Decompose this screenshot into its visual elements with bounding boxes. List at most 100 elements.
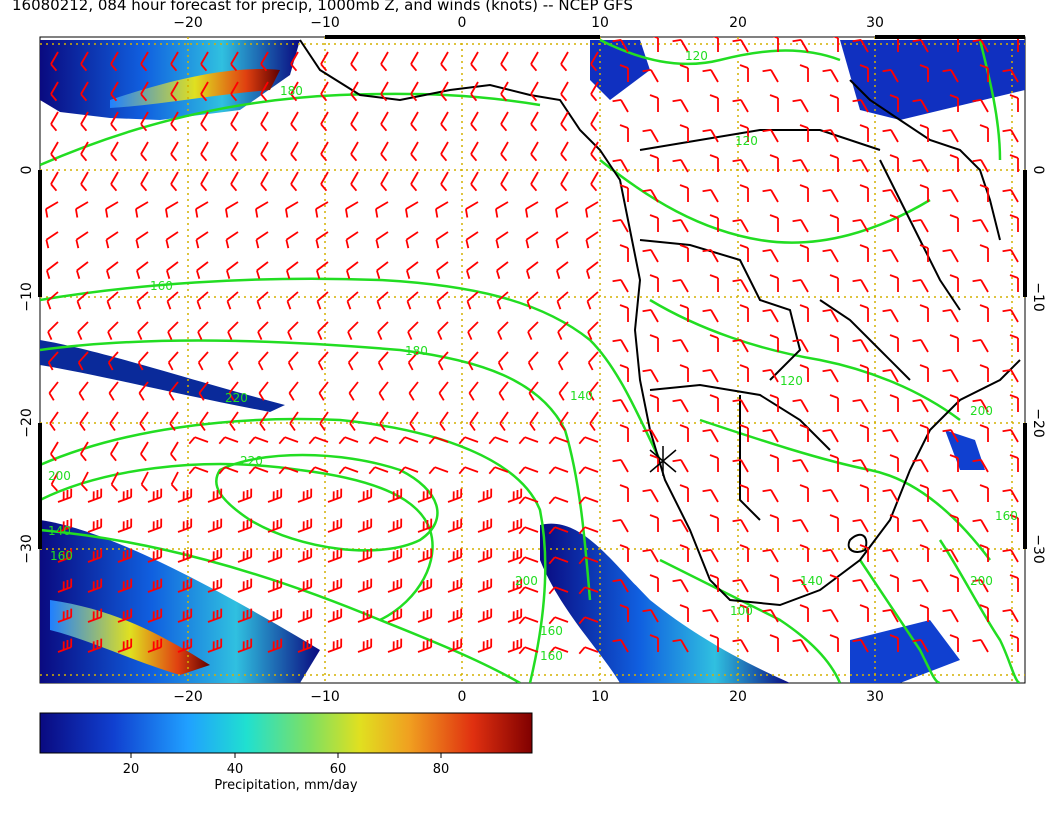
wind-barb — [762, 128, 779, 143]
wind-barb — [278, 436, 299, 445]
wind-barb — [587, 351, 599, 371]
wind-barb — [912, 518, 929, 533]
wind-barb — [829, 514, 839, 532]
wind-barb — [260, 111, 269, 132]
wind-barb — [518, 526, 539, 535]
wind-barb — [518, 616, 539, 625]
wind-barb — [50, 441, 59, 462]
wind-barb — [140, 471, 149, 492]
wind-barb — [590, 51, 599, 72]
wind-barb — [80, 141, 89, 162]
wind-barb — [387, 608, 403, 623]
wind-barb — [530, 111, 539, 132]
wind-barb — [349, 411, 359, 432]
wind-barb — [256, 261, 269, 279]
wind-barb — [496, 291, 509, 310]
colorbar: 20 40 60 80 Precipitation, mm/day — [39, 712, 533, 793]
wind-barb — [76, 261, 89, 279]
wind-barb — [237, 548, 253, 563]
wind-barb — [137, 321, 149, 341]
wind-barb — [297, 518, 313, 533]
wind-barb — [387, 578, 403, 593]
wind-barb — [77, 321, 89, 341]
wind-barb — [529, 411, 539, 432]
wind-barb — [792, 278, 809, 293]
wind-barb — [642, 128, 659, 143]
wind-barb — [942, 428, 959, 443]
wind-barb — [477, 608, 493, 623]
wind-barb — [799, 544, 809, 562]
wind-barb — [188, 436, 209, 445]
wind-barb — [136, 261, 149, 279]
wind-barb — [147, 488, 163, 503]
wind-barb — [1009, 154, 1019, 172]
wind-barb — [447, 638, 463, 653]
wind-barb — [972, 578, 989, 593]
wind-barb — [560, 141, 569, 162]
wind-barb — [949, 394, 959, 412]
wind-barb — [949, 94, 959, 112]
wind-barb — [642, 248, 659, 263]
wind-barb — [949, 454, 959, 472]
wind-barb — [702, 248, 719, 263]
wind-barb — [267, 548, 283, 563]
wind-barb — [107, 321, 119, 341]
wind-barb — [548, 646, 569, 655]
wind-barb — [117, 548, 133, 563]
wind-barbs — [45, 37, 1019, 655]
wind-barb — [177, 488, 193, 503]
wind-barb — [709, 154, 719, 172]
wind-barb — [586, 291, 599, 310]
wind-barb — [852, 38, 869, 53]
wind-barb — [48, 381, 59, 401]
y-tick-label: −10 — [19, 282, 35, 312]
wind-barb — [679, 304, 689, 322]
wind-barb — [526, 291, 539, 310]
wind-barb — [518, 436, 539, 445]
wind-barb — [792, 638, 809, 653]
wind-barb — [560, 111, 569, 132]
wind-barb — [578, 436, 599, 445]
wind-barb — [139, 411, 149, 432]
wind-barb — [979, 244, 989, 262]
wind-barb — [1002, 428, 1019, 443]
wind-barb — [769, 454, 779, 472]
wind-barb — [147, 548, 163, 563]
wind-barb — [200, 171, 209, 192]
wind-barb — [769, 154, 779, 172]
wind-barb — [889, 214, 899, 232]
wind-barb — [376, 261, 389, 279]
wind-barb — [177, 548, 193, 563]
wind-barb — [578, 526, 599, 535]
wind-barb — [612, 338, 629, 353]
x-top-ticks: −20 −10 0 10 20 30 — [173, 15, 884, 31]
wind-barb — [110, 81, 119, 102]
wind-barb — [642, 608, 659, 623]
wind-barb — [495, 231, 509, 249]
wind-barb — [110, 141, 119, 162]
wind-barb — [949, 634, 959, 652]
wind-barb — [889, 574, 899, 592]
wind-barb — [882, 68, 899, 83]
wind-barb — [612, 518, 629, 533]
wind-barb — [267, 578, 283, 593]
wind-barb — [548, 556, 569, 565]
wind-barb — [387, 488, 403, 503]
x-tick-label: −10 — [310, 15, 340, 31]
wind-barb — [852, 338, 869, 353]
wind-barb — [882, 188, 899, 203]
wind-barb — [260, 171, 269, 192]
wind-barb — [649, 274, 659, 292]
wind-barb — [507, 518, 523, 533]
y-right-ticks: 0 −10 −20 −30 — [1030, 166, 1046, 564]
wind-barb — [357, 518, 373, 533]
wind-barb — [286, 261, 299, 279]
wind-barb — [470, 171, 479, 192]
wind-barb — [739, 364, 749, 382]
wind-barb — [679, 244, 689, 262]
wind-barb — [672, 338, 689, 353]
wind-barb — [447, 608, 463, 623]
wind-barb — [357, 638, 373, 653]
contour-label: 220 — [240, 454, 263, 468]
chart-title: 16080212, 084 hour forecast for precip, … — [12, 0, 633, 14]
